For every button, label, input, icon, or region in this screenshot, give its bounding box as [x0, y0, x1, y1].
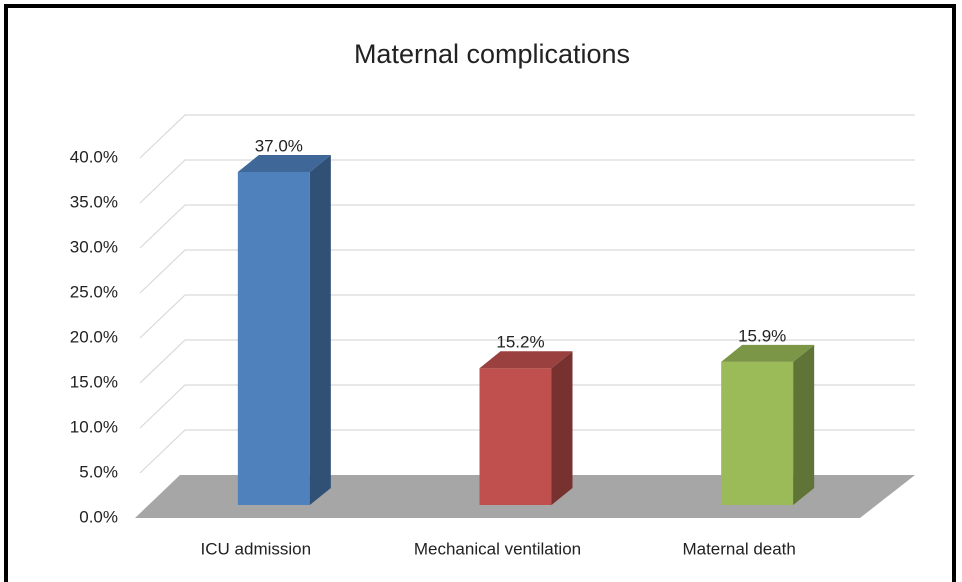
- y-tick-label: 40.0%: [70, 147, 118, 166]
- grid-line: [139, 159, 915, 204]
- frame: [4, 4, 956, 582]
- bar: [479, 351, 573, 505]
- value-label: 15.9%: [738, 326, 786, 345]
- y-tick-label: 10.0%: [70, 417, 118, 436]
- grid-line: [139, 339, 915, 384]
- grid-line: [139, 429, 915, 474]
- y-tick-label: 35.0%: [70, 192, 118, 211]
- y-tick-label: 15.0%: [70, 372, 118, 391]
- bar-front: [237, 172, 310, 505]
- x-tick-label: ICU admission: [201, 539, 312, 558]
- bar-top: [479, 351, 573, 369]
- bar: [237, 155, 331, 505]
- grid-line: [139, 384, 915, 429]
- y-tick-label: 5.0%: [79, 462, 118, 481]
- bar-top: [721, 344, 815, 362]
- bar-front: [479, 368, 552, 505]
- chart-title: Maternal complications: [354, 39, 630, 69]
- bar-side: [551, 351, 573, 505]
- bar-side: [793, 344, 815, 505]
- bar: [721, 344, 815, 505]
- grid-line: [139, 294, 915, 339]
- y-tick-label: 25.0%: [70, 282, 118, 301]
- x-tick-label: Maternal death: [682, 539, 795, 558]
- grid-line: [139, 114, 915, 159]
- value-label: 37.0%: [255, 136, 303, 155]
- bar-front: [721, 361, 794, 505]
- value-label: 15.2%: [496, 333, 544, 352]
- x-tick-label: Mechanical ventilation: [414, 539, 581, 558]
- bar-side: [309, 155, 331, 505]
- bar-top: [237, 155, 331, 172]
- grid-line: [139, 249, 915, 294]
- y-tick-label: 0.0%: [79, 507, 118, 526]
- y-tick-label: 20.0%: [70, 327, 118, 346]
- y-tick-label: 30.0%: [70, 237, 118, 256]
- grid-line: [139, 204, 915, 249]
